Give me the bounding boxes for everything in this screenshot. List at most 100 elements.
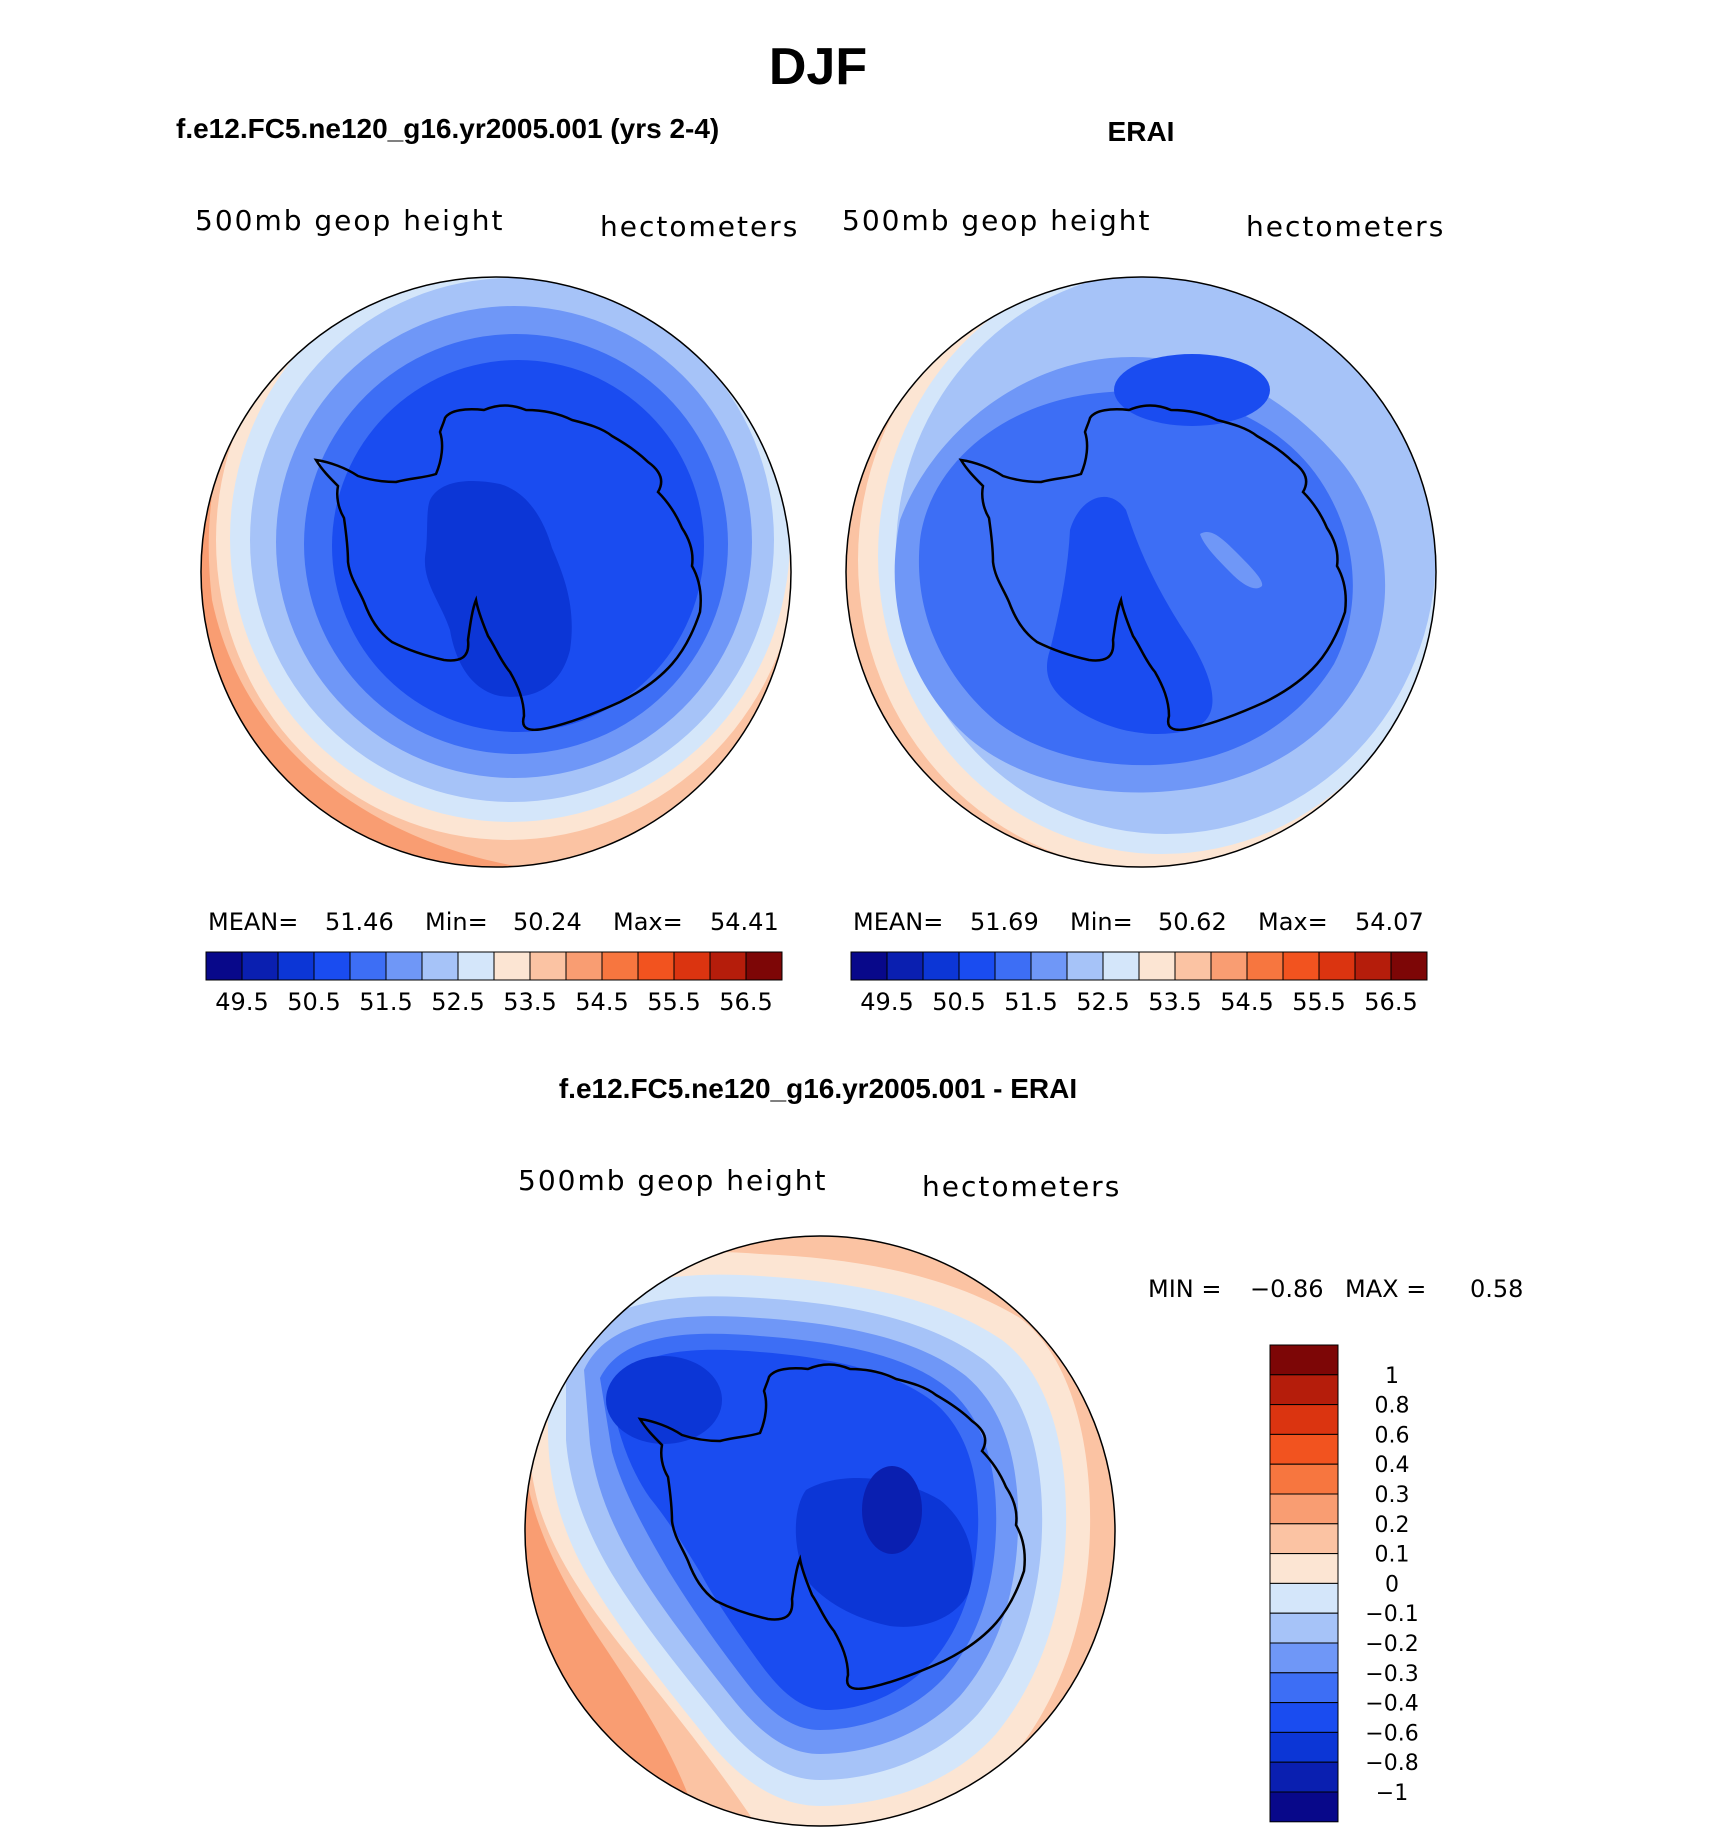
colorbar-swatch (1269, 1523, 1339, 1555)
colorbar-swatch (205, 951, 243, 981)
colorbar-swatch (1354, 951, 1392, 981)
stats-line: MEAN= 51.46 Min= 50.24 Max= 54.41 (208, 908, 779, 936)
left-label: 500mb geop height (518, 1164, 827, 1197)
panel-model: f.e12.FC5.ne120_g16.yr2005.001 (yrs 2-4)… (176, 113, 799, 1016)
colorbar-swatch (1269, 1761, 1339, 1793)
colorbar-tick-label: 51.5 (1004, 988, 1057, 1016)
colorbar-swatch (1138, 951, 1176, 981)
colorbar-tick-label: −1 (1376, 1781, 1408, 1806)
field-fill (1114, 354, 1270, 426)
colorbar-swatch (1269, 1791, 1339, 1823)
colorbar-swatch (421, 951, 459, 981)
min-label: Min= (1070, 908, 1133, 936)
colorbar-tick-label: −0.6 (1365, 1721, 1418, 1746)
colorbar-tick-label: 0.1 (1375, 1543, 1410, 1568)
colorbar-swatch (1269, 1374, 1339, 1406)
right-label: hectometers (922, 1170, 1121, 1203)
colorbar-tick-label: 52.5 (431, 988, 484, 1016)
left-label: 500mb geop height (842, 204, 1151, 237)
colorbar-tick-label: 52.5 (1076, 988, 1129, 1016)
colorbar-tick-label: 55.5 (647, 988, 700, 1016)
main-title: DJF (769, 38, 867, 96)
colorbar: 49.5 50.5 51.5 52.5 53.5 54.5 55.5 56.5 (205, 951, 783, 1016)
colorbar-tick-label: 0.3 (1375, 1483, 1410, 1508)
colorbar-swatch (1318, 951, 1356, 981)
colorbar-swatch (385, 951, 423, 981)
colorbar-swatch (1269, 1493, 1339, 1525)
colorbar-swatch (709, 951, 747, 981)
colorbar-tick-label: 53.5 (503, 988, 556, 1016)
panel-erai: ERAI 500mb geop height hectometers MEAN=… (842, 116, 1445, 1016)
max-value: 54.41 (710, 908, 779, 936)
field-fill (424, 481, 572, 697)
colorbar-swatch (673, 951, 711, 981)
colorbar-swatch (241, 951, 279, 981)
colorbar-swatch (529, 951, 567, 981)
colorbar-tick-label: 49.5 (215, 988, 268, 1016)
map-boundary (845, 276, 1437, 868)
colorbar-swatch (994, 951, 1032, 981)
map-field (525, 1236, 1115, 1826)
colorbar: 49.5 50.5 51.5 52.5 53.5 54.5 55.5 56.5 (850, 951, 1428, 1016)
map-field (846, 277, 1436, 867)
max-label: MAX = (1345, 1275, 1426, 1303)
stats-line: MIN = −0.86 MAX = 0.58 (1148, 1275, 1523, 1303)
colorbar-tick-label: 0 (1385, 1572, 1399, 1597)
colorbar-swatch (1102, 951, 1140, 981)
colorbar-swatch (601, 951, 639, 981)
colorbar-tick-label: 0.2 (1375, 1513, 1410, 1538)
colorbar-tick-label: 56.5 (1364, 988, 1417, 1016)
left-label: 500mb geop height (195, 204, 504, 237)
colorbar-swatch (1174, 951, 1212, 981)
colorbar-swatch (1269, 1672, 1339, 1704)
colorbar-swatch (1269, 1344, 1339, 1376)
colorbar-tick-label: −0.3 (1365, 1662, 1418, 1687)
panel-difference: f.e12.FC5.ne120_g16.yr2005.001 - ERAI 50… (518, 1073, 1523, 1827)
colorbar-swatch (1269, 1582, 1339, 1614)
colorbar-swatch (1030, 951, 1068, 981)
colorbar-swatch (886, 951, 924, 981)
min-label: Min= (425, 908, 488, 936)
colorbar-swatch (1282, 951, 1320, 981)
colorbar-swatch (745, 951, 783, 981)
right-label: hectometers (1246, 210, 1445, 243)
colorbar-tick-label: 0.8 (1375, 1394, 1410, 1419)
colorbar-tick-label: 56.5 (719, 988, 772, 1016)
colorbar-swatch (1246, 951, 1284, 981)
field-fill (1200, 532, 1263, 589)
field-fill (1046, 496, 1213, 734)
colorbar-tick-label: 54.5 (575, 988, 628, 1016)
colorbar-tick-label: 51.5 (359, 988, 412, 1016)
colorbar-swatch (1269, 1463, 1339, 1495)
colorbar-tick-label: 55.5 (1292, 988, 1345, 1016)
colorbar-swatch (565, 951, 603, 981)
map-field (201, 277, 791, 867)
min-value: 50.24 (513, 908, 582, 936)
colorbar-swatch (922, 951, 960, 981)
colorbar-swatch (1269, 1642, 1339, 1674)
mean-value: 51.69 (970, 908, 1039, 936)
colorbar-swatch (1269, 1612, 1339, 1644)
colorbar-tick-label: 54.5 (1220, 988, 1273, 1016)
colorbar-tick-label: 0.6 (1375, 1423, 1410, 1448)
colorbar-swatch (313, 951, 351, 981)
right-label: hectometers (600, 210, 799, 243)
min-label: MIN = (1148, 1275, 1221, 1303)
colorbar: 1 0.8 0.6 0.4 0.3 0.2 0.1 0 −0.1 −0.2 −0.3 −0.4 −0.6… (1269, 1344, 1419, 1823)
colorbar-tick-label: −0.2 (1365, 1632, 1418, 1657)
colorbar-tick-label: 0.4 (1375, 1453, 1410, 1478)
colorbar-tick-label: 1 (1385, 1364, 1399, 1389)
max-value: 0.58 (1470, 1275, 1523, 1303)
panel-title: f.e12.FC5.ne120_g16.yr2005.001 - ERAI (559, 1073, 1077, 1104)
mean-value: 51.46 (325, 908, 394, 936)
min-value: 50.62 (1158, 908, 1227, 936)
colorbar-swatch (349, 951, 387, 981)
colorbar-swatch (1269, 1404, 1339, 1435)
colorbar-swatch (1269, 1433, 1339, 1465)
mean-label: MEAN= (853, 908, 943, 936)
max-label: Max= (613, 908, 683, 936)
colorbar-swatch (637, 951, 675, 981)
stats-line: MEAN= 51.69 Min= 50.62 Max= 54.07 (853, 908, 1424, 936)
colorbar-tick-label: 49.5 (860, 988, 913, 1016)
